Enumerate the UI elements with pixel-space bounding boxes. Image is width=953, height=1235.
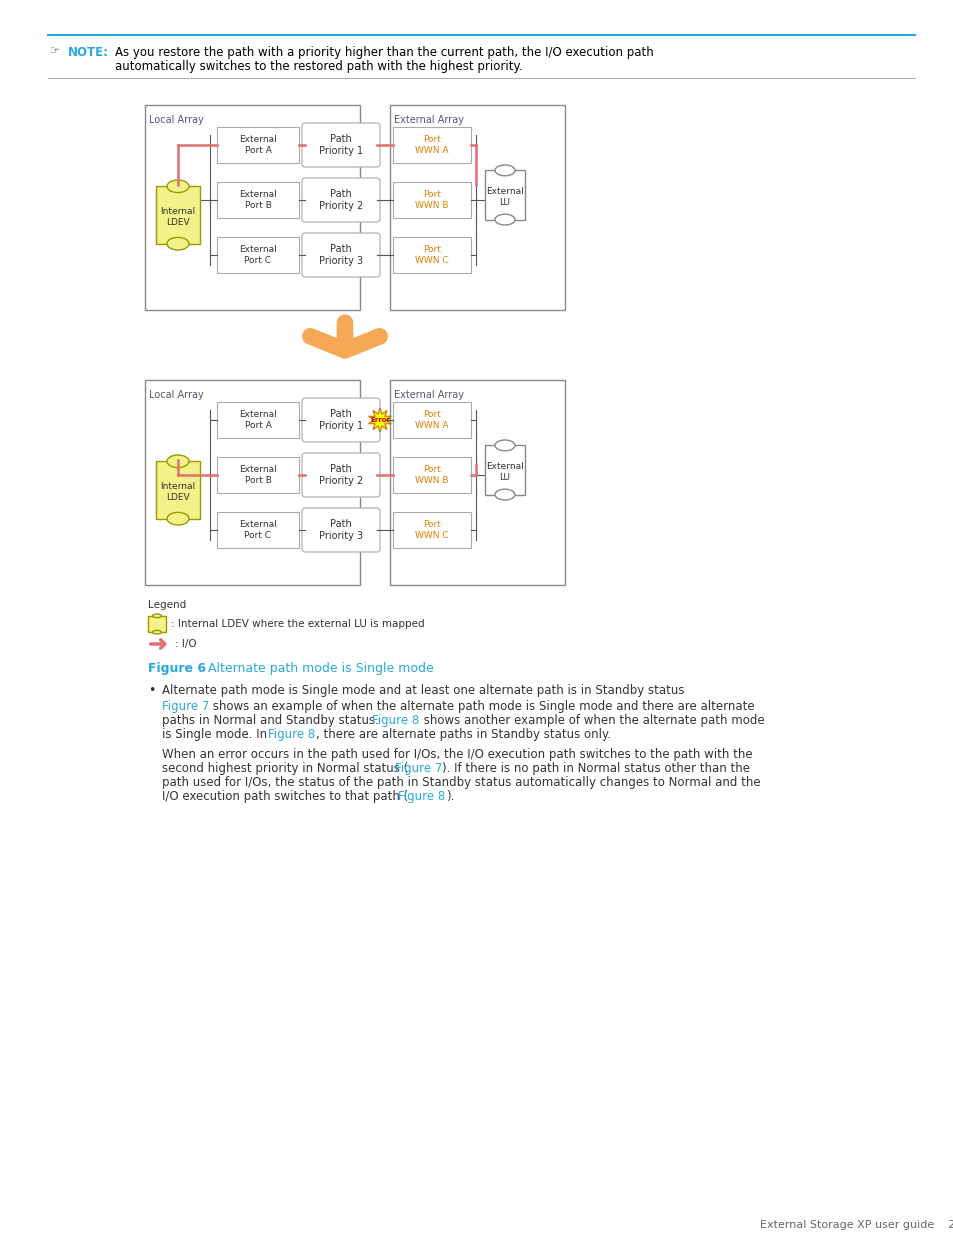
Ellipse shape [167,237,189,249]
Text: Figure 8: Figure 8 [372,714,418,727]
Bar [393,182,471,219]
Text: Path
Priority 2: Path Priority 2 [318,464,363,485]
Bar [216,457,298,493]
Text: : Internal LDEV where the external LU is mapped: : Internal LDEV where the external LU is… [171,619,424,629]
Polygon shape [368,408,391,432]
Ellipse shape [152,614,161,618]
Bar [390,105,564,310]
Text: Internal
LDEV: Internal LDEV [160,483,195,501]
Text: As you restore the path with a priority higher than the current path, the I/O ex: As you restore the path with a priority … [115,46,653,59]
Text: External
LU: External LU [486,188,523,206]
Text: Figure 6: Figure 6 [148,662,206,676]
Text: External Storage XP user guide    25: External Storage XP user guide 25 [760,1220,953,1230]
Text: Port
WWN A: Port WWN A [415,410,448,430]
Bar [393,127,471,163]
FancyBboxPatch shape [302,398,379,442]
Text: NOTE:: NOTE: [68,46,109,59]
Bar [393,513,471,548]
Bar [216,513,298,548]
Bar [390,380,564,585]
Bar [156,186,200,243]
Text: Path
Priority 1: Path Priority 1 [318,135,363,156]
Text: Port
WWN C: Port WWN C [415,520,448,540]
Text: automatically switches to the restored path with the highest priority.: automatically switches to the restored p… [115,61,522,73]
Ellipse shape [495,214,515,225]
Text: Local Array: Local Array [149,115,204,125]
Text: External
Port B: External Port B [239,466,276,484]
Text: Error: Error [370,417,390,424]
Bar [393,403,471,438]
FancyBboxPatch shape [302,233,379,277]
Text: Path
Priority 2: Path Priority 2 [318,189,363,211]
Text: Path
Priority 3: Path Priority 3 [318,245,363,266]
Text: paths in Normal and Standby status.: paths in Normal and Standby status. [162,714,382,727]
Text: External
LU: External LU [486,462,523,482]
Text: External Array: External Array [394,390,463,400]
Text: Path
Priority 3: Path Priority 3 [318,519,363,541]
Text: Port
WWN C: Port WWN C [415,246,448,264]
Text: Legend: Legend [148,600,186,610]
Text: Port
WWN A: Port WWN A [415,136,448,154]
Text: second highest priority in Normal status (: second highest priority in Normal status… [162,762,408,776]
Text: Figure 8: Figure 8 [397,790,445,803]
Text: External
Port C: External Port C [239,246,276,264]
Bar [216,182,298,219]
Bar [145,105,359,310]
Text: Local Array: Local Array [149,390,204,400]
Bar [393,237,471,273]
Text: External
Port A: External Port A [239,410,276,430]
Text: •: • [148,684,155,697]
Text: External
Port C: External Port C [239,520,276,540]
FancyBboxPatch shape [302,453,379,496]
Bar [148,616,166,632]
Text: shows another example of when the alternate path mode: shows another example of when the altern… [419,714,763,727]
Text: Figure 7: Figure 7 [162,700,209,713]
Text: I/O execution path switches to that path (: I/O execution path switches to that path… [162,790,408,803]
Text: : I/O: : I/O [174,638,196,650]
Ellipse shape [495,489,515,500]
Text: Path
Priority 1: Path Priority 1 [318,409,363,431]
Text: ). If there is no path in Normal status other than the: ). If there is no path in Normal status … [441,762,749,776]
Bar [484,170,524,220]
Bar [484,446,524,494]
FancyBboxPatch shape [302,178,379,222]
Text: Alternate path mode is Single mode and at least one alternate path is in Standby: Alternate path mode is Single mode and a… [162,684,684,697]
Text: shows an example of when the alternate path mode is Single mode and there are al: shows an example of when the alternate p… [209,700,754,713]
Text: Port
WWN B: Port WWN B [415,466,448,484]
Text: is Single mode. In: is Single mode. In [162,727,271,741]
Text: path used for I/Os, the status of the path in Standby status automatically chang: path used for I/Os, the status of the pa… [162,776,760,789]
Ellipse shape [167,513,189,525]
Ellipse shape [495,440,515,451]
Bar [216,237,298,273]
Text: ).: ). [446,790,454,803]
Bar [156,462,200,519]
Bar [393,457,471,493]
Text: Figure 7: Figure 7 [395,762,442,776]
FancyBboxPatch shape [302,508,379,552]
Text: , there are alternate paths in Standby status only.: , there are alternate paths in Standby s… [315,727,611,741]
Text: Internal
LDEV: Internal LDEV [160,207,195,227]
Text: Alternate path mode is Single mode: Alternate path mode is Single mode [200,662,434,676]
Text: Port
WWN B: Port WWN B [415,190,448,210]
Text: Figure 8: Figure 8 [268,727,314,741]
Ellipse shape [167,454,189,468]
Text: External
Port B: External Port B [239,190,276,210]
Bar [145,380,359,585]
Text: When an error occurs in the path used for I/Os, the I/O execution path switches : When an error occurs in the path used fo… [162,748,752,761]
Ellipse shape [167,180,189,193]
Bar [216,403,298,438]
Ellipse shape [495,165,515,175]
Text: External Array: External Array [394,115,463,125]
Bar [216,127,298,163]
Text: External
Port A: External Port A [239,136,276,154]
FancyBboxPatch shape [302,124,379,167]
Ellipse shape [152,630,161,634]
Text: ☞: ☞ [50,46,60,56]
